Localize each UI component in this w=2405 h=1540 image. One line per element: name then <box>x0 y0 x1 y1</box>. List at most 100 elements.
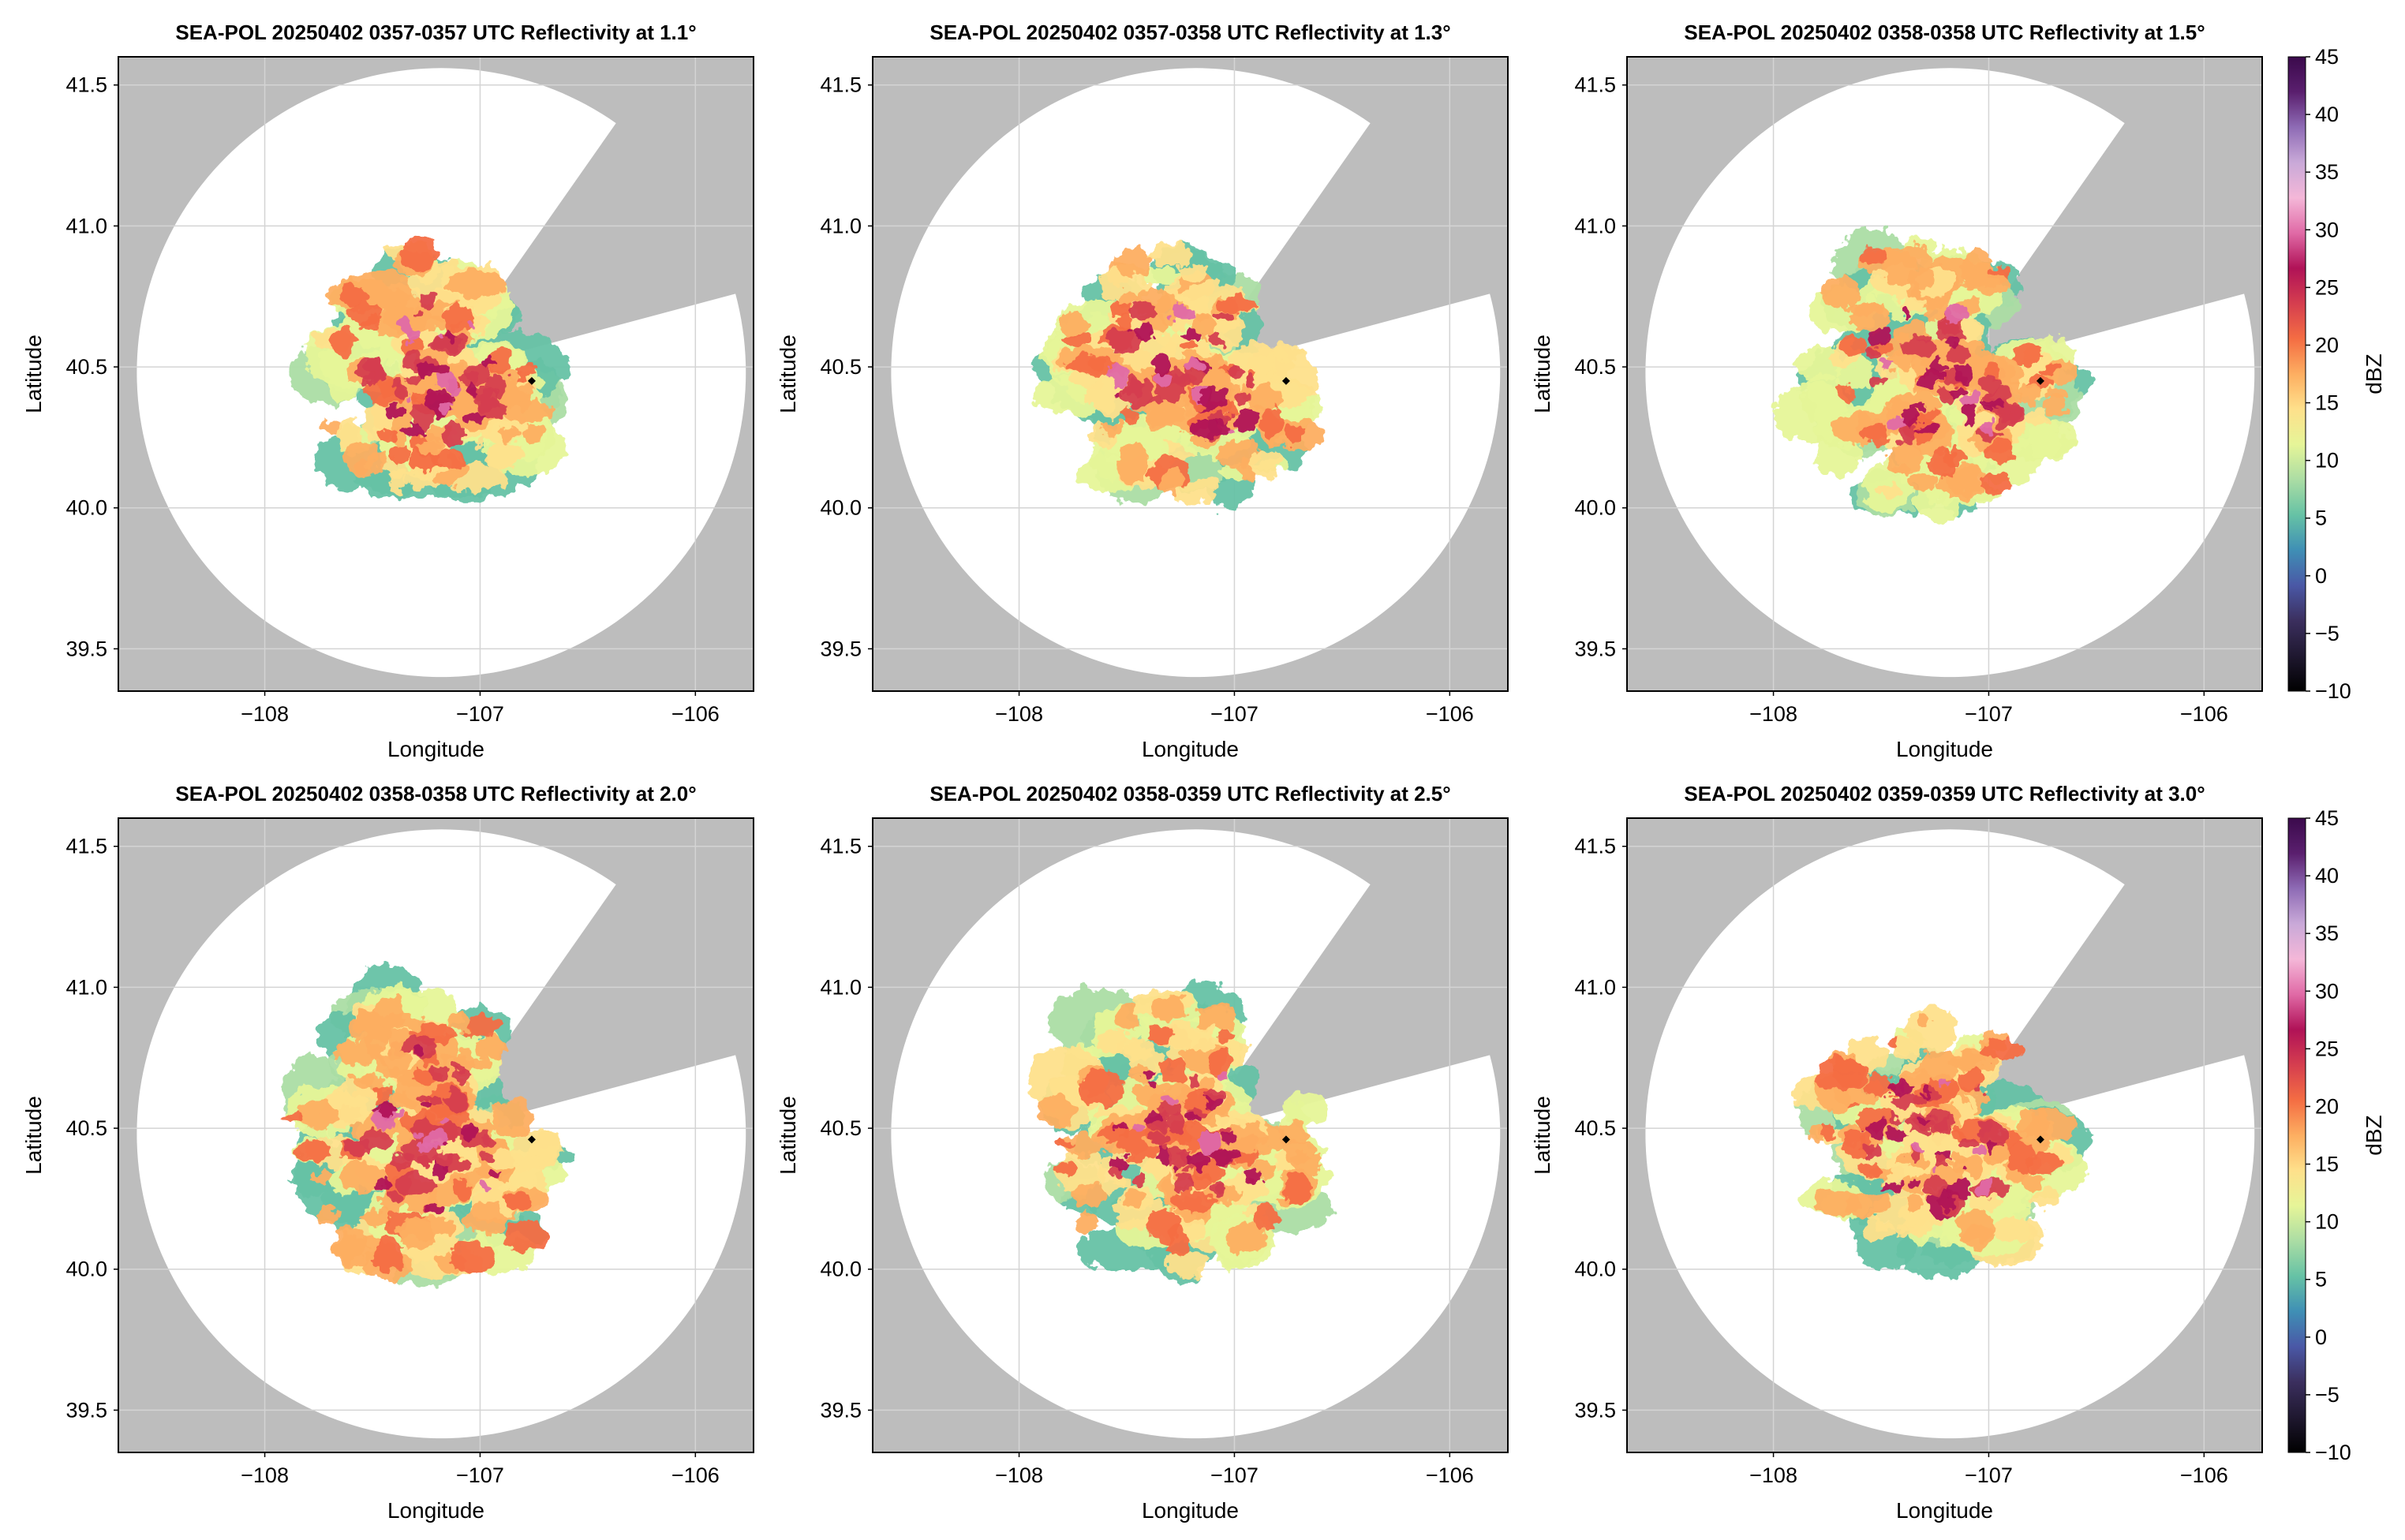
y-tick-label: 40.5 <box>1574 355 1616 379</box>
echo-cell <box>1205 1087 1225 1101</box>
echo-cell <box>1060 331 1091 349</box>
echo-cell <box>1236 409 1259 429</box>
y-tick-label: 39.5 <box>820 637 862 660</box>
x-tick-label: −107 <box>456 702 504 726</box>
x-tick-label: −108 <box>241 702 289 726</box>
echo-cell <box>1870 374 1887 387</box>
echo-cell <box>1211 1180 1228 1198</box>
reflectivity-echoes <box>1773 227 2094 523</box>
colorbar-2: −10 −5 0 5 10 15 20 25 30 35 40 45 dBZ <box>2287 806 2386 1464</box>
x-tick-label: −108 <box>1749 1463 1797 1487</box>
echo-cell <box>380 1102 394 1117</box>
chart-panel-2: −108 −107 −106 39.5 40.0 40.5 41.0 41.5 SEA-POL … <box>776 21 1509 761</box>
plot-area <box>118 57 754 691</box>
echo-cell <box>1143 1067 1153 1075</box>
echo-cell <box>1116 1123 1127 1132</box>
echo-cell <box>1820 276 1864 308</box>
panel-title: SEA-POL 20250402 0358-0359 UTC Reflectiv… <box>929 782 1450 806</box>
echo-cell <box>1214 312 1232 321</box>
echo-cell <box>1961 394 1981 406</box>
echo-cell <box>1180 341 1198 353</box>
echo-cell <box>518 424 543 443</box>
echo-cell <box>1837 385 1856 402</box>
echo-cell <box>499 426 518 443</box>
echo-cell <box>1998 413 2015 429</box>
echo-cell <box>2041 364 2060 376</box>
y-tick-label: 40.0 <box>820 496 862 520</box>
echo-cell <box>1915 1116 1933 1123</box>
echo-cell <box>1185 1111 1202 1123</box>
echo-cell <box>1109 1156 1133 1169</box>
echo-cell <box>1220 295 1258 314</box>
echo-cell <box>2014 346 2043 367</box>
echo-cell <box>1954 1209 1995 1243</box>
echo-cell <box>391 1114 403 1121</box>
echo-cell <box>474 391 502 412</box>
echo-cell <box>1794 347 1844 382</box>
echo-cell <box>2044 394 2066 413</box>
y-tick-label: 39.5 <box>1574 637 1616 660</box>
echo-cell <box>1095 1030 1130 1056</box>
echo-cell <box>1926 1109 1951 1134</box>
echo-cell <box>372 1113 397 1131</box>
colorbar-tick-label: 5 <box>2315 1268 2327 1291</box>
axes-frame <box>872 817 1509 1453</box>
echo-cell <box>1199 1133 1221 1156</box>
echo-cell <box>466 383 482 398</box>
colorbar-tick-label: 0 <box>2315 1325 2327 1349</box>
echo-cell <box>1149 1023 1170 1045</box>
panel-title: SEA-POL 20250402 0359-0359 UTC Reflectiv… <box>1684 782 2205 806</box>
echo-cell <box>340 285 367 307</box>
echo-cell <box>344 438 378 478</box>
echo-cell <box>1896 423 1918 446</box>
y-tick-label: 39.5 <box>820 1398 862 1422</box>
panel-title: SEA-POL 20250402 0358-0358 UTC Reflectiv… <box>1684 21 2205 44</box>
echo-cell <box>409 1132 422 1139</box>
echo-cell <box>428 363 451 376</box>
echo-cell <box>1902 338 1936 357</box>
x-tick-label: −106 <box>671 702 720 726</box>
echo-cell <box>1944 337 1961 349</box>
echo-cell <box>1139 267 1180 286</box>
echo-cell <box>1052 1139 1075 1151</box>
echo-cell <box>1915 423 1938 435</box>
echo-cell <box>1229 1222 1266 1255</box>
colorbar-tick-label: 25 <box>2315 275 2339 299</box>
echo-cell <box>1147 333 1156 340</box>
echo-cell <box>1167 1112 1185 1134</box>
echo-cell <box>440 1139 448 1146</box>
echo-cell <box>1984 422 1995 436</box>
echo-cell <box>1116 248 1154 278</box>
echo-cell <box>1243 375 1256 385</box>
axes-frame <box>118 56 754 692</box>
echo-cell <box>1270 343 1302 361</box>
echo-cell <box>1153 353 1172 374</box>
echo-cell <box>1133 1174 1146 1185</box>
station-marker <box>527 1135 536 1144</box>
echo-cell <box>2029 1188 2060 1208</box>
colorbar-label: dBZ <box>2362 1115 2386 1155</box>
y-tick-label: 41.0 <box>1574 214 1616 237</box>
echo-cell <box>389 1091 416 1112</box>
echo-cell <box>1207 331 1225 346</box>
echo-cell <box>425 1202 442 1213</box>
y-tick-label: 39.5 <box>65 1398 107 1422</box>
echo-cell <box>1184 358 1206 371</box>
echo-cell <box>409 1048 425 1057</box>
echo-cell <box>439 402 452 411</box>
echo-cell <box>455 1068 470 1084</box>
station-marker <box>2036 376 2044 385</box>
panel-title: SEA-POL 20250402 0358-0358 UTC Reflectiv… <box>175 782 696 806</box>
x-axis-label: Longitude <box>387 1498 484 1523</box>
echo-cell <box>1944 304 1966 327</box>
x-tick-label: −106 <box>2180 1463 2228 1487</box>
echo-cell <box>1191 418 1219 441</box>
echo-cell <box>412 310 426 317</box>
echo-cell <box>438 372 457 391</box>
station-marker <box>1281 1135 1290 1144</box>
y-tick-label: 39.5 <box>65 637 107 660</box>
station-marker <box>2036 1135 2044 1144</box>
y-tick-label: 41.5 <box>820 835 862 858</box>
echo-cell <box>478 1037 507 1060</box>
